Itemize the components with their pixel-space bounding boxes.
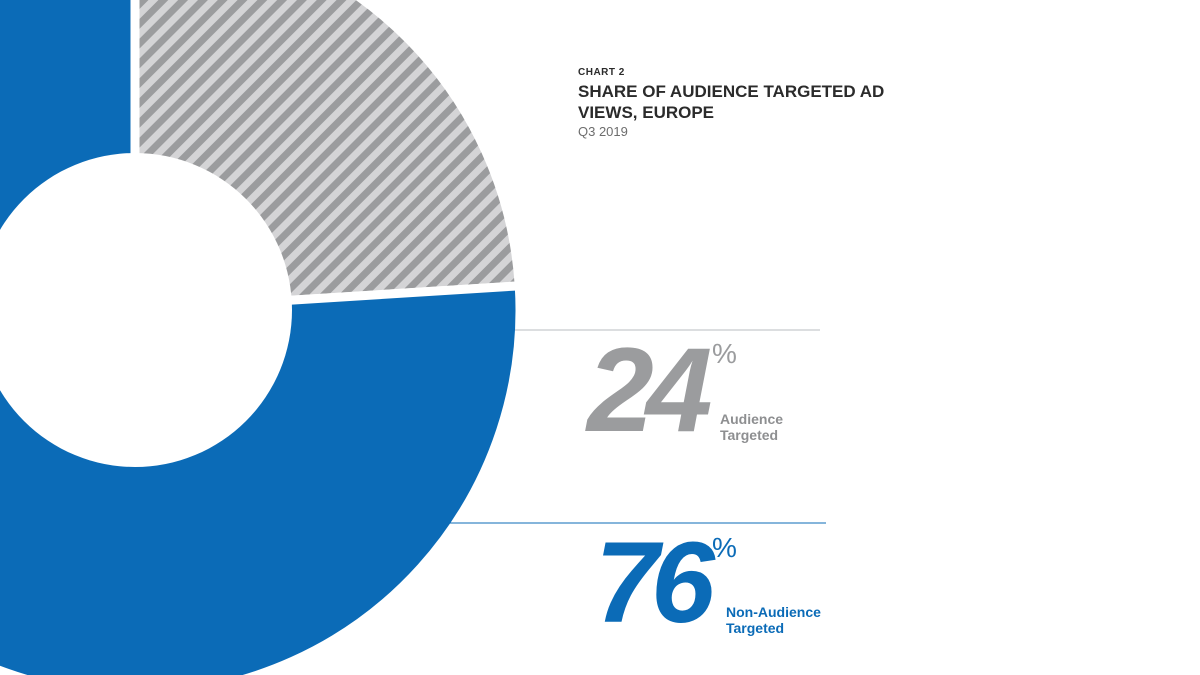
chart-title: SHARE OF AUDIENCE TARGETED AD VIEWS, EUR… — [578, 82, 885, 122]
audience-targeted-value: 24 — [587, 323, 713, 457]
audience-targeted-label: Audience Targeted — [720, 411, 783, 443]
chart-number: CHART 2 — [578, 67, 625, 78]
donut-hole — [0, 153, 292, 467]
non-audience-targeted-label: Non-Audience Targeted — [726, 604, 821, 636]
non-audience-targeted-value: 76 — [595, 519, 715, 647]
chart-subtitle: Q3 2019 — [578, 124, 628, 139]
audience-targeted-label-line1: Audience — [720, 411, 784, 427]
non-audience-targeted-percent: % — [712, 532, 737, 563]
non-audience-targeted-label-line2: Targeted — [726, 620, 785, 636]
audience-targeted-label-line2: Targeted — [720, 427, 779, 443]
non-audience-targeted-label-line1: Non-Audience — [726, 604, 821, 620]
audience-targeted-percent: % — [712, 338, 737, 369]
